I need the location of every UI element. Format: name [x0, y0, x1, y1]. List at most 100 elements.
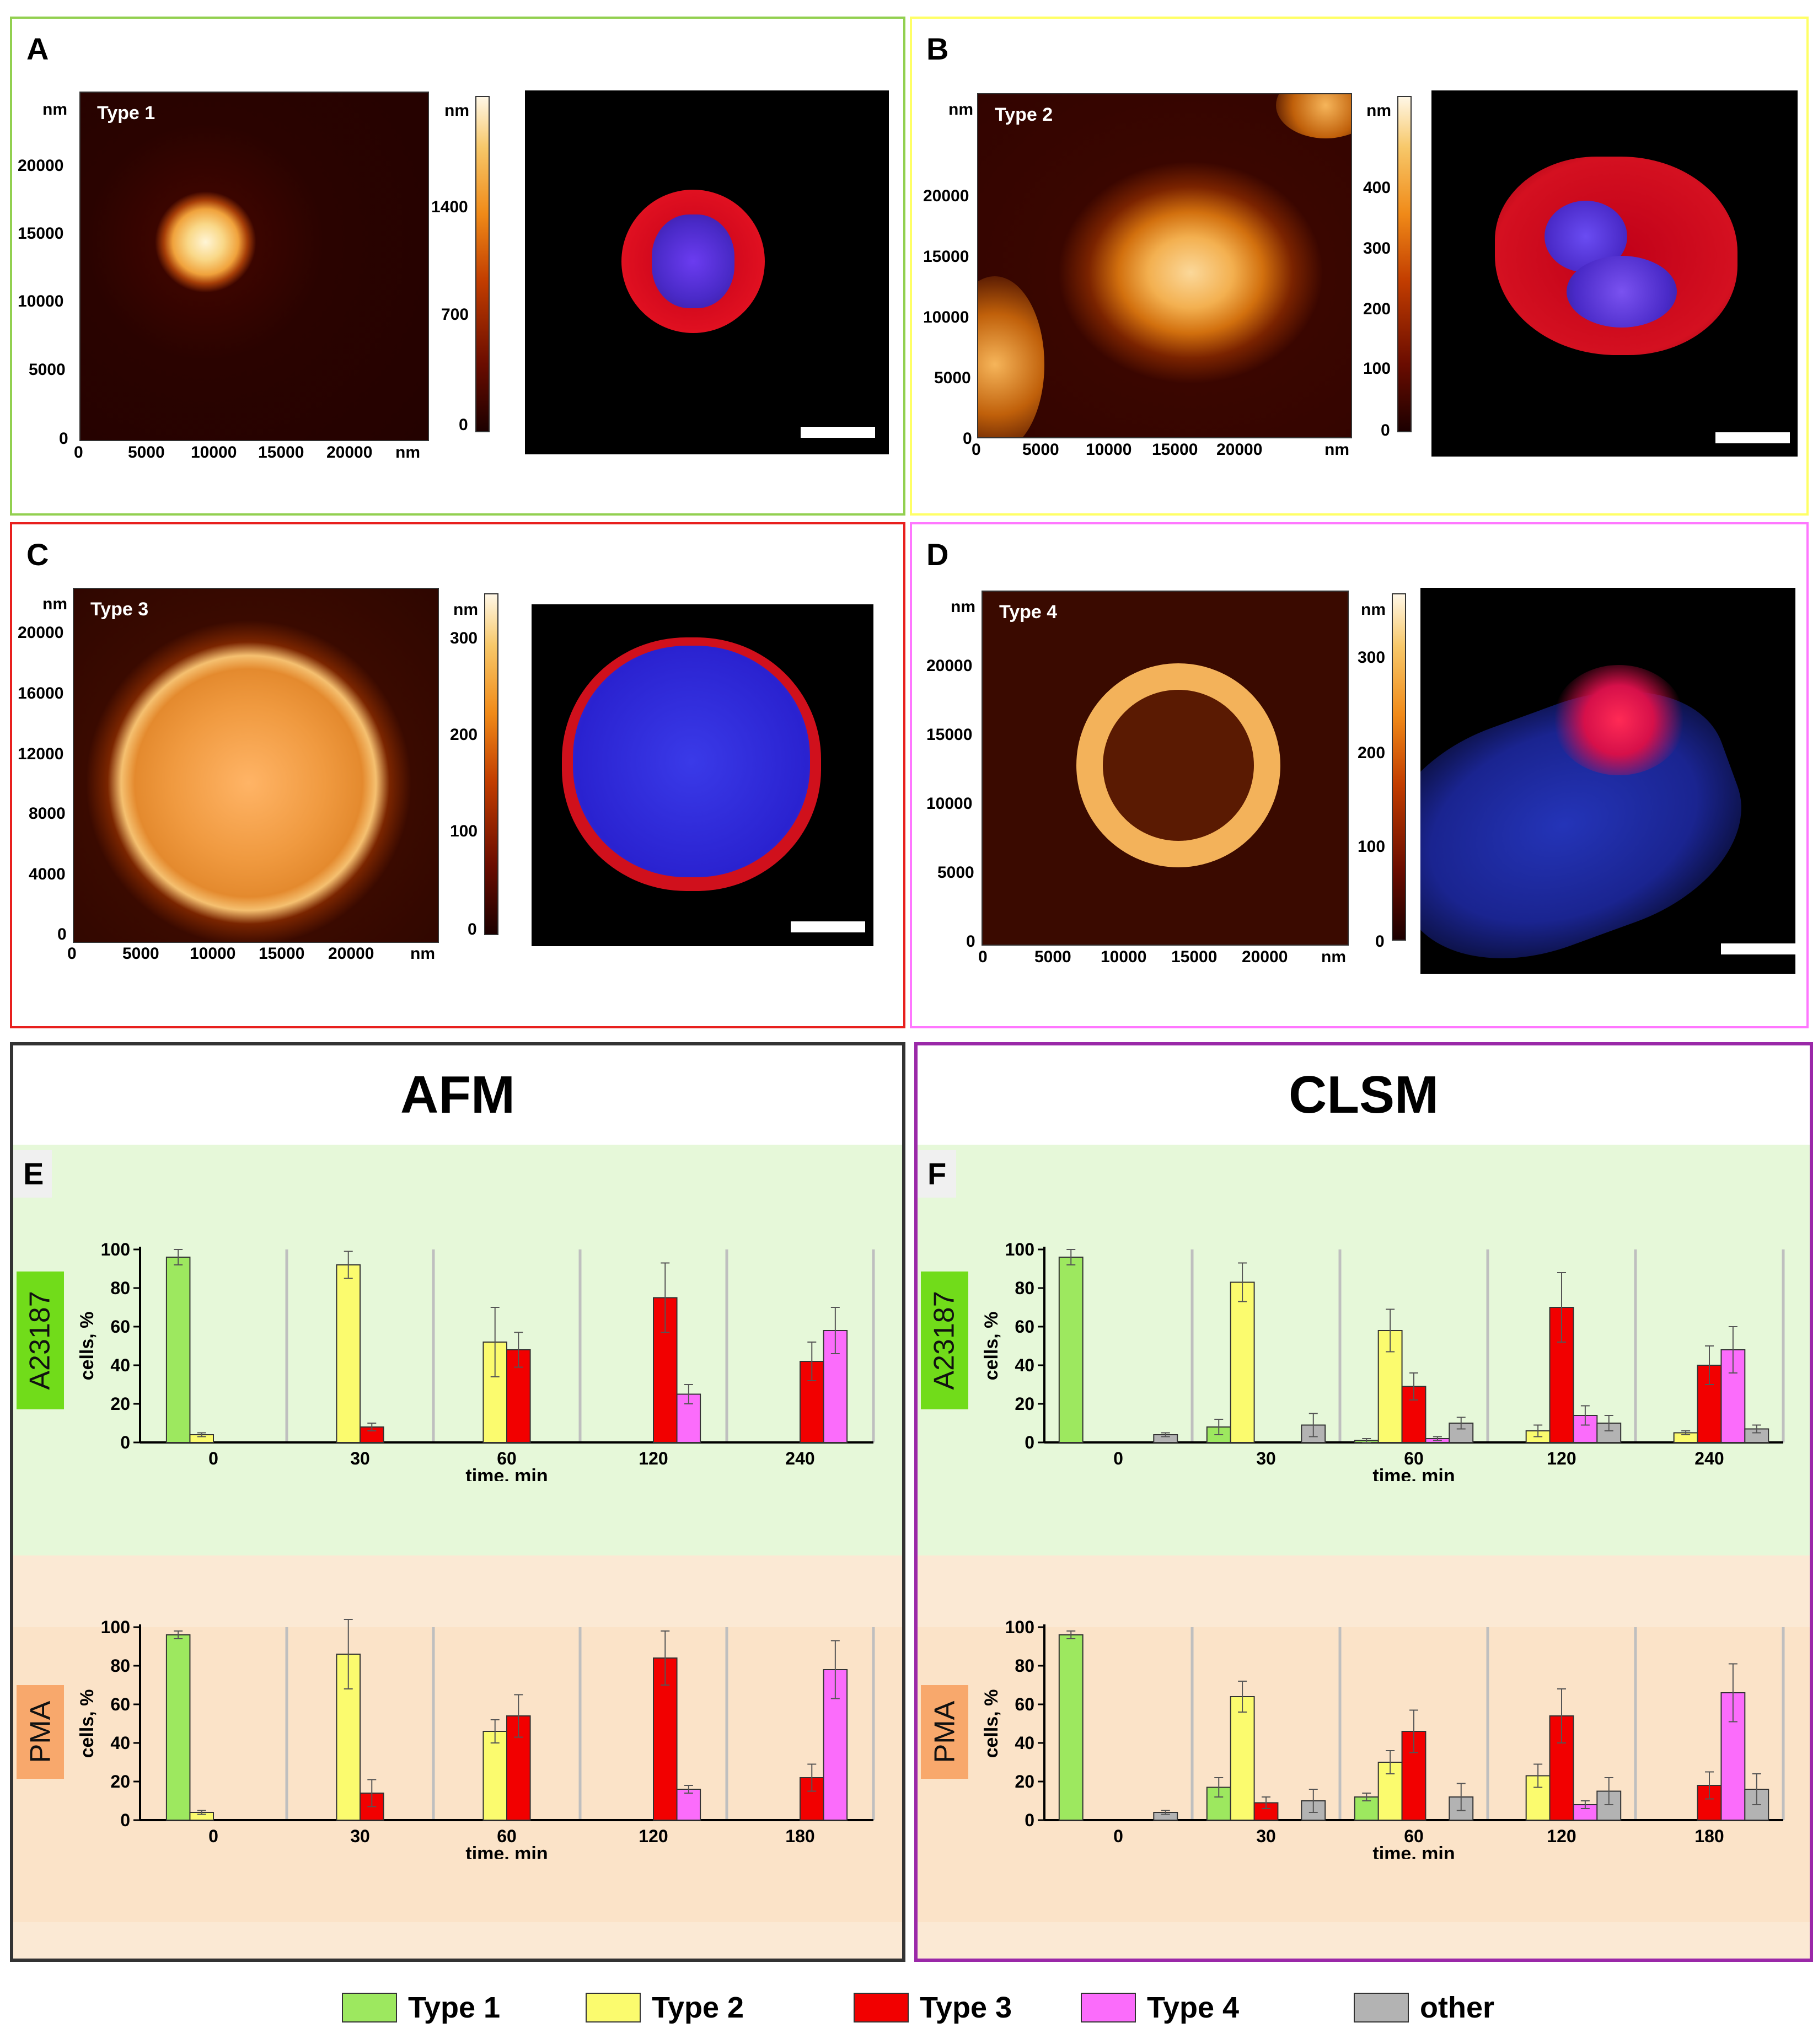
cbar-b-tick: 300: [1363, 239, 1391, 257]
legend-swatch: [1081, 1993, 1136, 2022]
cbar-c-tick: 200: [450, 726, 478, 744]
afm-c-y-tick: 0: [57, 925, 67, 943]
panel-label-d: D: [926, 537, 949, 572]
legend-label: Type 4: [1147, 1991, 1240, 2024]
afm-ring-structure: [1076, 663, 1280, 867]
afm-d-x-tick: 0: [978, 948, 988, 966]
afm-d-y-tick: 5000: [937, 863, 974, 882]
section-label-f: F: [927, 1156, 947, 1191]
cbar-d-tick: 200: [1358, 744, 1386, 762]
chart-e-pma: 0 20 40 60 80 100 cells, % 0 30 60 120 180 time, min: [77, 1617, 875, 1859]
x-tick-label: 0: [208, 1826, 218, 1846]
cell-nucleus: [1567, 256, 1677, 328]
bar-type-3: [360, 1426, 384, 1443]
afm-d-x-tick: 5000: [1034, 948, 1071, 966]
title-band: [13, 1045, 902, 1145]
x-tick-label: 30: [1256, 1826, 1276, 1846]
afm-a-y-tick: 15000: [18, 224, 64, 243]
afm-b-y-tick: 20000: [923, 187, 969, 205]
cbar-b-tick: 100: [1363, 360, 1391, 378]
x-tick-label: 240: [1694, 1448, 1724, 1468]
y-tick-label: 60: [1015, 1317, 1034, 1337]
x-tick-label: 0: [1113, 1448, 1123, 1468]
scale-bar: [1721, 943, 1795, 954]
y-tick-label: 20: [110, 1394, 130, 1414]
legend: Type 1 Type 2 Type 3 Type 4 other: [0, 1991, 1818, 2040]
bar-type-1: [165, 1257, 191, 1443]
colorbar-b: [1397, 96, 1412, 432]
afm-a-x-tick: 20000: [326, 443, 373, 462]
cbar-d-tick: 300: [1358, 648, 1386, 667]
cbar-b-tick: 0: [1381, 421, 1390, 439]
afm-a-y-tick: 10000: [18, 292, 64, 310]
cbar-c-tick: 0: [468, 920, 477, 938]
afm-a-x-tick: 5000: [128, 443, 165, 462]
y-tick-label: 80: [110, 1278, 130, 1298]
afm-type-label-d: Type 4: [999, 602, 1058, 623]
bar-type-1: [1058, 1257, 1084, 1443]
x-tick-label: 120: [639, 1448, 668, 1468]
bar-type-2: [482, 1731, 508, 1821]
cbar-a-tick: 0: [459, 416, 468, 434]
afm-b-x-tick: 5000: [1022, 441, 1059, 459]
cbar-c-nm: nm: [453, 600, 478, 619]
y-axis-label: cells, %: [981, 1689, 1002, 1758]
x-tick-label: 180: [785, 1826, 814, 1846]
bar-type-2: [1525, 1775, 1551, 1821]
cell-membrane-fragments: [1553, 665, 1685, 775]
row-tag-pma: PMA: [921, 1685, 968, 1779]
section-title-afm: AFM: [400, 1065, 515, 1124]
afm-a-y-tick: 5000: [29, 361, 66, 379]
y-tick-label: 100: [101, 1240, 130, 1259]
x-tick-label: 60: [497, 1448, 517, 1468]
cbar-a-tick: 700: [441, 305, 469, 324]
cell-nucleus: [652, 214, 734, 308]
y-tick-label: 80: [1015, 1656, 1034, 1676]
cbar-b-nm: nm: [1366, 101, 1391, 120]
x-tick-label: 30: [350, 1448, 370, 1468]
legend-label: other: [1420, 1991, 1494, 2024]
row-tag-pma: PMA: [17, 1685, 64, 1779]
cbar-d-nm: nm: [1361, 600, 1386, 619]
bar-type-3: [1253, 1802, 1279, 1821]
afm-neighbor-cell: [1276, 94, 1351, 138]
y-tick-label: 0: [120, 1433, 130, 1452]
x-tick-label: 0: [1113, 1826, 1123, 1846]
afm-c-x-tick: nm: [410, 945, 435, 963]
a23187-band: [13, 1145, 902, 1555]
afm-c-y-tick: 20000: [18, 624, 64, 642]
bar-type-2: [1230, 1281, 1255, 1443]
afm-a-x-tick: 10000: [191, 443, 237, 462]
y-tick-label: 20: [1015, 1772, 1034, 1791]
y-tick-label: 0: [1025, 1433, 1034, 1452]
panel-c: C nm 20000 16000 12000 8000 4000 0 Type …: [10, 522, 905, 1028]
y-tick-label: 60: [1015, 1694, 1034, 1714]
afm-b-x-tick: 20000: [1216, 441, 1263, 459]
title-band: [918, 1045, 1810, 1145]
cbar-b-tick: 400: [1363, 179, 1391, 197]
clsm-image-b: [1431, 90, 1798, 457]
y-axis-label: cells, %: [77, 1312, 98, 1381]
colorbar-a: [475, 96, 490, 432]
x-tick-label: 120: [1547, 1826, 1576, 1846]
afm-d-y-tick: 10000: [926, 795, 973, 813]
panel-label-c: C: [26, 537, 49, 572]
afm-c-x-tick: 10000: [190, 945, 236, 963]
afm-d-x-tick: 10000: [1101, 948, 1147, 966]
section-label-e: E: [23, 1156, 44, 1191]
y-tick-label: 100: [1005, 1240, 1034, 1259]
y-tick-label: 100: [101, 1617, 130, 1637]
legend-swatch: [1354, 1993, 1409, 2022]
afm-image-b: Type 2: [977, 93, 1352, 438]
colorbar-d: [1392, 593, 1406, 941]
afm-b-y-tick: 0: [963, 430, 972, 448]
panel-b: B nm 20000 15000 10000 5000 0 Type 2 0 5…: [910, 17, 1809, 516]
afm-d-y-tick: 0: [966, 932, 975, 951]
x-tick-label: 60: [497, 1826, 517, 1846]
row-label-pma: PMA: [24, 1700, 56, 1763]
afm-image-a: Type 1: [79, 92, 429, 441]
afm-b-y-tick: 10000: [923, 308, 969, 326]
y-tick-label: 40: [110, 1733, 130, 1753]
scale-bar: [791, 921, 865, 932]
afm-d-nm-y: nm: [951, 598, 975, 616]
